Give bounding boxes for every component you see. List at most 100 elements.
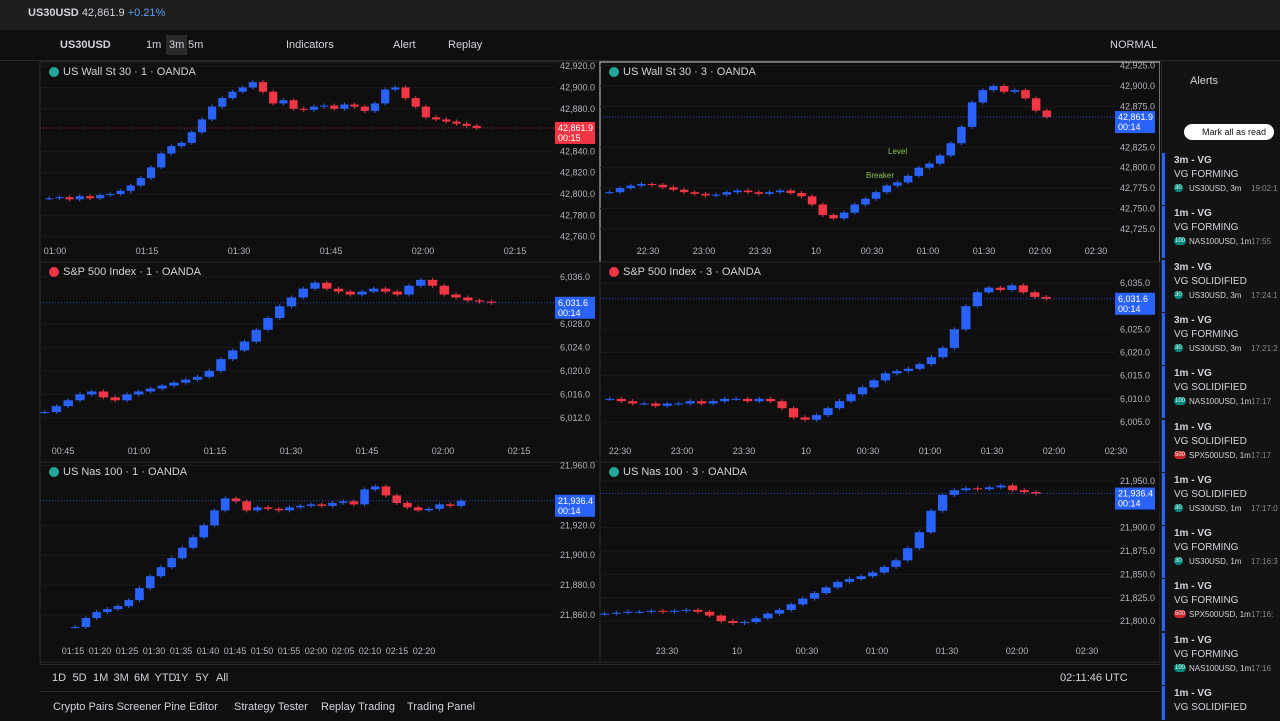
interval[interactable]: 3m	[166, 35, 188, 55]
countdown: 00:14	[1118, 499, 1141, 509]
x-tick-label: 02:00	[412, 246, 435, 256]
x-tick-label: 10	[801, 446, 811, 456]
x-tick-label: 00:30	[857, 446, 880, 456]
candle	[263, 318, 273, 330]
indicators-button[interactable]: Indicators	[286, 39, 334, 51]
candle	[167, 558, 176, 568]
bottom-tab[interactable]: Crypto Pairs Screener	[53, 701, 162, 713]
candle	[285, 507, 294, 511]
timeframe-button[interactable]: 5D	[72, 672, 87, 684]
candle	[1031, 492, 1041, 494]
alert-item[interactable]: 1m - VG VG SOLIDIFIED 30 US30USD, 1m 17:17:0	[1162, 472, 1280, 525]
y-tick-label: 21,850.0	[1120, 569, 1155, 579]
candle	[192, 376, 203, 380]
candle	[711, 194, 721, 196]
candle	[914, 532, 925, 549]
symbol-search[interactable]: US30USD	[60, 39, 111, 51]
countdown: 00:14	[1118, 304, 1141, 314]
price-label-box	[1115, 111, 1155, 134]
candle	[370, 103, 380, 111]
alert-symbol: NAS100USD, 1m	[1189, 397, 1252, 407]
candle	[40, 412, 50, 414]
alert-symbol: US30USD, 3m	[1189, 184, 1242, 193]
alert-time: 19:02:1	[1251, 184, 1278, 193]
symbol-icon	[49, 467, 59, 477]
alert-item[interactable]: 1m - VG VG FORMING 30 US30USD, 1m 17:16:3	[1162, 526, 1280, 579]
annotation: Breaker	[866, 171, 894, 180]
pane-title: S&P 500 Index · 3 · OANDA	[623, 266, 762, 278]
alert-item[interactable]: 1m - VG VG FORMING 100 NAS100USD, 1m 17:55	[1162, 206, 1280, 259]
alert-item[interactable]: 1m - VG VG FORMING 500 SPX500USD, 1m 17:16:	[1162, 579, 1280, 632]
alert-item[interactable]: 3m - VG VG FORMING 30 US30USD, 3m 19:02:1	[1162, 153, 1280, 205]
bottom-tab[interactable]: Replay Trading	[321, 701, 395, 713]
candle	[733, 190, 742, 193]
alert-symbol: US30USD, 3m	[1189, 290, 1242, 300]
candle	[350, 104, 359, 107]
candle	[401, 87, 410, 99]
alert-item[interactable]: 1m - VG VG FORMING 100 NAS100USD, 1m 17:16	[1162, 632, 1280, 685]
alert-status: VG FORMING	[1174, 328, 1239, 340]
y-tick-label: 6,020.0	[1120, 348, 1150, 358]
timeframe-button[interactable]: 5Y	[195, 672, 209, 684]
alert-item[interactable]: 3m - VG VG FORMING 30 US30USD, 3m 17:21:2	[1162, 312, 1280, 365]
x-tick-label: 02:30	[1085, 246, 1108, 256]
alert-time: 17:55	[1251, 237, 1272, 247]
timeframe-button[interactable]: 1M	[93, 672, 109, 684]
candle	[360, 489, 369, 505]
candle	[124, 600, 134, 607]
timeframe-button[interactable]: 3M	[113, 672, 129, 684]
x-tick-label: 01:15	[62, 646, 85, 656]
candle	[743, 398, 753, 402]
timeframe-button[interactable]: All	[216, 672, 229, 684]
x-tick-label: 01:25	[116, 646, 139, 656]
timeframe-button[interactable]: YTD	[154, 672, 177, 684]
candle	[833, 581, 843, 588]
x-tick-label: 02:20	[413, 646, 436, 656]
layout-mode[interactable]: NORMAL	[1110, 39, 1158, 51]
alert-symbol: US30USD, 3m	[1189, 343, 1242, 353]
candle	[210, 510, 219, 526]
candle	[181, 379, 191, 383]
candle	[623, 611, 633, 613]
bottom-tab[interactable]: Pine Editor	[164, 701, 218, 713]
x-tick-label: 01:20	[89, 646, 112, 656]
interval[interactable]: 1m	[146, 39, 162, 51]
alert-status: VG SOLIDIFIED	[1174, 382, 1247, 394]
alert-button[interactable]: Alert	[393, 39, 416, 51]
timeframe-button[interactable]: 6M	[134, 672, 150, 684]
candle	[145, 576, 155, 589]
candle	[704, 611, 715, 616]
replay-button[interactable]: Replay	[448, 39, 483, 51]
tab[interactable]: US30USD 42,861.9 +0.21%	[10, 7, 210, 25]
candle	[338, 501, 348, 503]
alert-item[interactable]: 1m - VG VG SOLIDIFIED 500 SPX500USD, 1m 17:1…	[1162, 419, 1280, 472]
candle	[754, 398, 764, 402]
price-label: 6,031.6	[1118, 294, 1148, 304]
candle	[879, 566, 890, 573]
y-tick-label: 21,950.0	[1120, 476, 1155, 486]
alert-item[interactable]: 1m - VG VG SOLIDIFIED	[1162, 686, 1280, 720]
alerts-tab[interactable]: Alerts	[1190, 75, 1219, 87]
alert-item[interactable]: 3m - VG VG SOLIDIFIED 30 US30USD, 3m 17:24:1	[1162, 259, 1280, 312]
candle	[1010, 90, 1020, 92]
candle	[786, 604, 796, 610]
bottom-tab[interactable]: Strategy Tester	[234, 701, 308, 713]
x-tick-label: 10	[732, 646, 742, 656]
chart-pane: 42,925.0 42,900.0 42,875.0 42,825.0 42,800.0…	[599, 61, 1160, 263]
alert-symbol: SPX500USD, 1m	[1189, 610, 1251, 620]
candle	[914, 167, 924, 176]
y-tick-label: 42,900.0	[1120, 81, 1155, 91]
candle	[357, 291, 367, 295]
alert-item[interactable]: 1m - VG VG SOLIDIFIED 100 NAS100USD, 1m 17:1…	[1162, 366, 1280, 419]
alert-status: VG FORMING	[1174, 648, 1239, 660]
y-tick-label: 6,020.0	[560, 366, 590, 376]
candle	[452, 121, 461, 124]
timeframe-button[interactable]: 1Y	[175, 672, 189, 684]
mark-read-button[interactable]: Mark all as read	[1184, 124, 1275, 140]
timeframe-button[interactable]: 1D	[52, 672, 67, 684]
y-tick-label: 6,012.0	[560, 413, 590, 423]
x-tick-label: 01:15	[204, 446, 227, 456]
interval[interactable]: 5m	[188, 39, 204, 51]
candle	[317, 504, 326, 506]
bottom-tab[interactable]: Trading Panel	[407, 701, 476, 713]
